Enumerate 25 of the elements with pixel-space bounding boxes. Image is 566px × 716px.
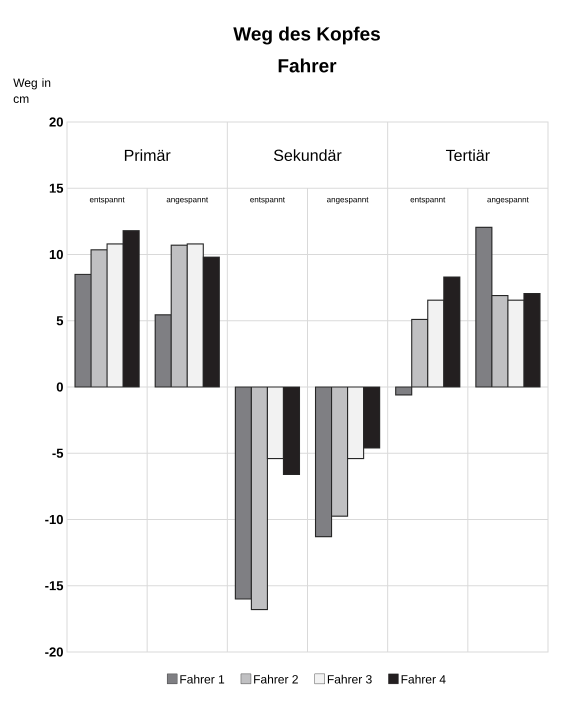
x-tick-label: entspannt [90, 197, 125, 204]
y-axis-title: Weg in cm [13, 78, 50, 103]
annotation: Sekundär [274, 149, 342, 161]
x-tick-label: angespannt [487, 197, 529, 204]
annotation: Primär [124, 149, 170, 161]
legend-label: Fahrer 4 [402, 674, 446, 684]
y-tick-label: -5 [52, 448, 64, 458]
y-tick-label: 10 [50, 250, 63, 260]
y-tick-label: 0 [56, 382, 63, 392]
x-tick-label: entspannt [410, 197, 446, 204]
x-tick-label: entspannt [250, 197, 285, 204]
y-tick-label: -20 [45, 647, 63, 657]
legend-label: Fahrer 2 [254, 674, 298, 684]
y-tick-label: 15 [50, 184, 64, 193]
annotation: Tertiär [446, 149, 490, 161]
chart-subtitle: Fahrer [278, 58, 336, 72]
x-tick-label: angespannt [166, 197, 208, 204]
y-tick-label: 5 [56, 316, 64, 326]
legend-label: Fahrer 1 [180, 674, 224, 684]
y-tick-label: -10 [45, 514, 63, 524]
y-tick-label: -15 [45, 581, 64, 590]
x-tick-label: angespannt [327, 197, 368, 204]
chart-title: Weg des Kopfes [233, 26, 380, 44]
y-tick-label: 20 [49, 117, 63, 127]
legend-label: Fahrer 3 [328, 674, 372, 684]
